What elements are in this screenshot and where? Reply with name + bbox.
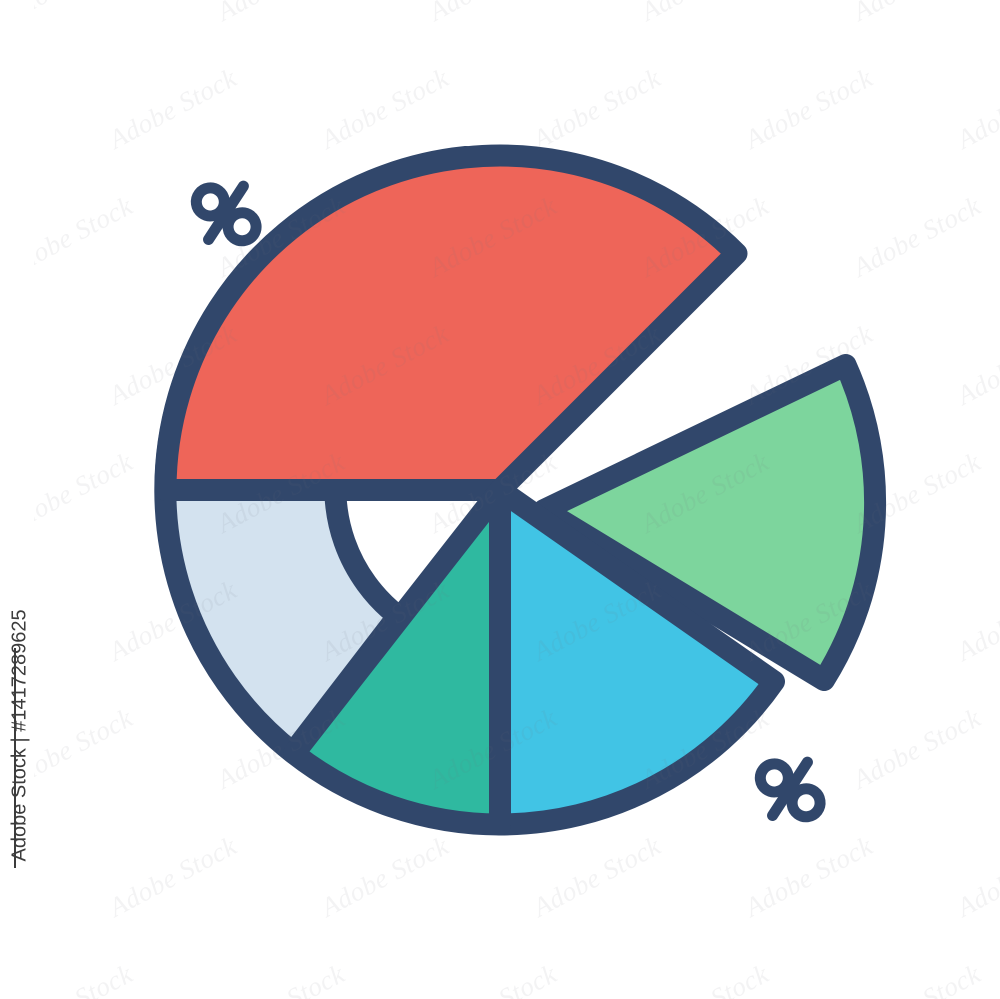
cyan-slice-fill bbox=[489, 479, 785, 836]
watermark-sidebar: Adobe Stock | #1417289625 bbox=[0, 0, 34, 999]
cyan-slice[interactable] bbox=[489, 479, 785, 836]
teal-slice-fill bbox=[283, 479, 511, 836]
red-slice[interactable] bbox=[154, 144, 748, 501]
percent-top-left-upper-circle bbox=[190, 182, 230, 222]
percent-top-left-lower-circle bbox=[222, 207, 262, 247]
percent-sign-top-left bbox=[190, 180, 262, 247]
percent-top-left-slash bbox=[203, 180, 249, 246]
teal-slice[interactable] bbox=[283, 479, 511, 836]
percent-bottom-right-upper-circle bbox=[754, 758, 794, 798]
percent-bottom-right-lower-circle bbox=[786, 783, 826, 823]
percent-bottom-right-slash bbox=[767, 756, 813, 822]
red-slice-fill bbox=[154, 144, 748, 501]
percent-sign-bottom-right bbox=[754, 756, 826, 823]
watermark-asset-id: Adobe Stock | #1417289625 bbox=[8, 609, 31, 862]
green-slice-fill bbox=[533, 354, 887, 691]
sidebar-rule bbox=[14, 648, 16, 868]
green-slice[interactable] bbox=[533, 354, 887, 691]
